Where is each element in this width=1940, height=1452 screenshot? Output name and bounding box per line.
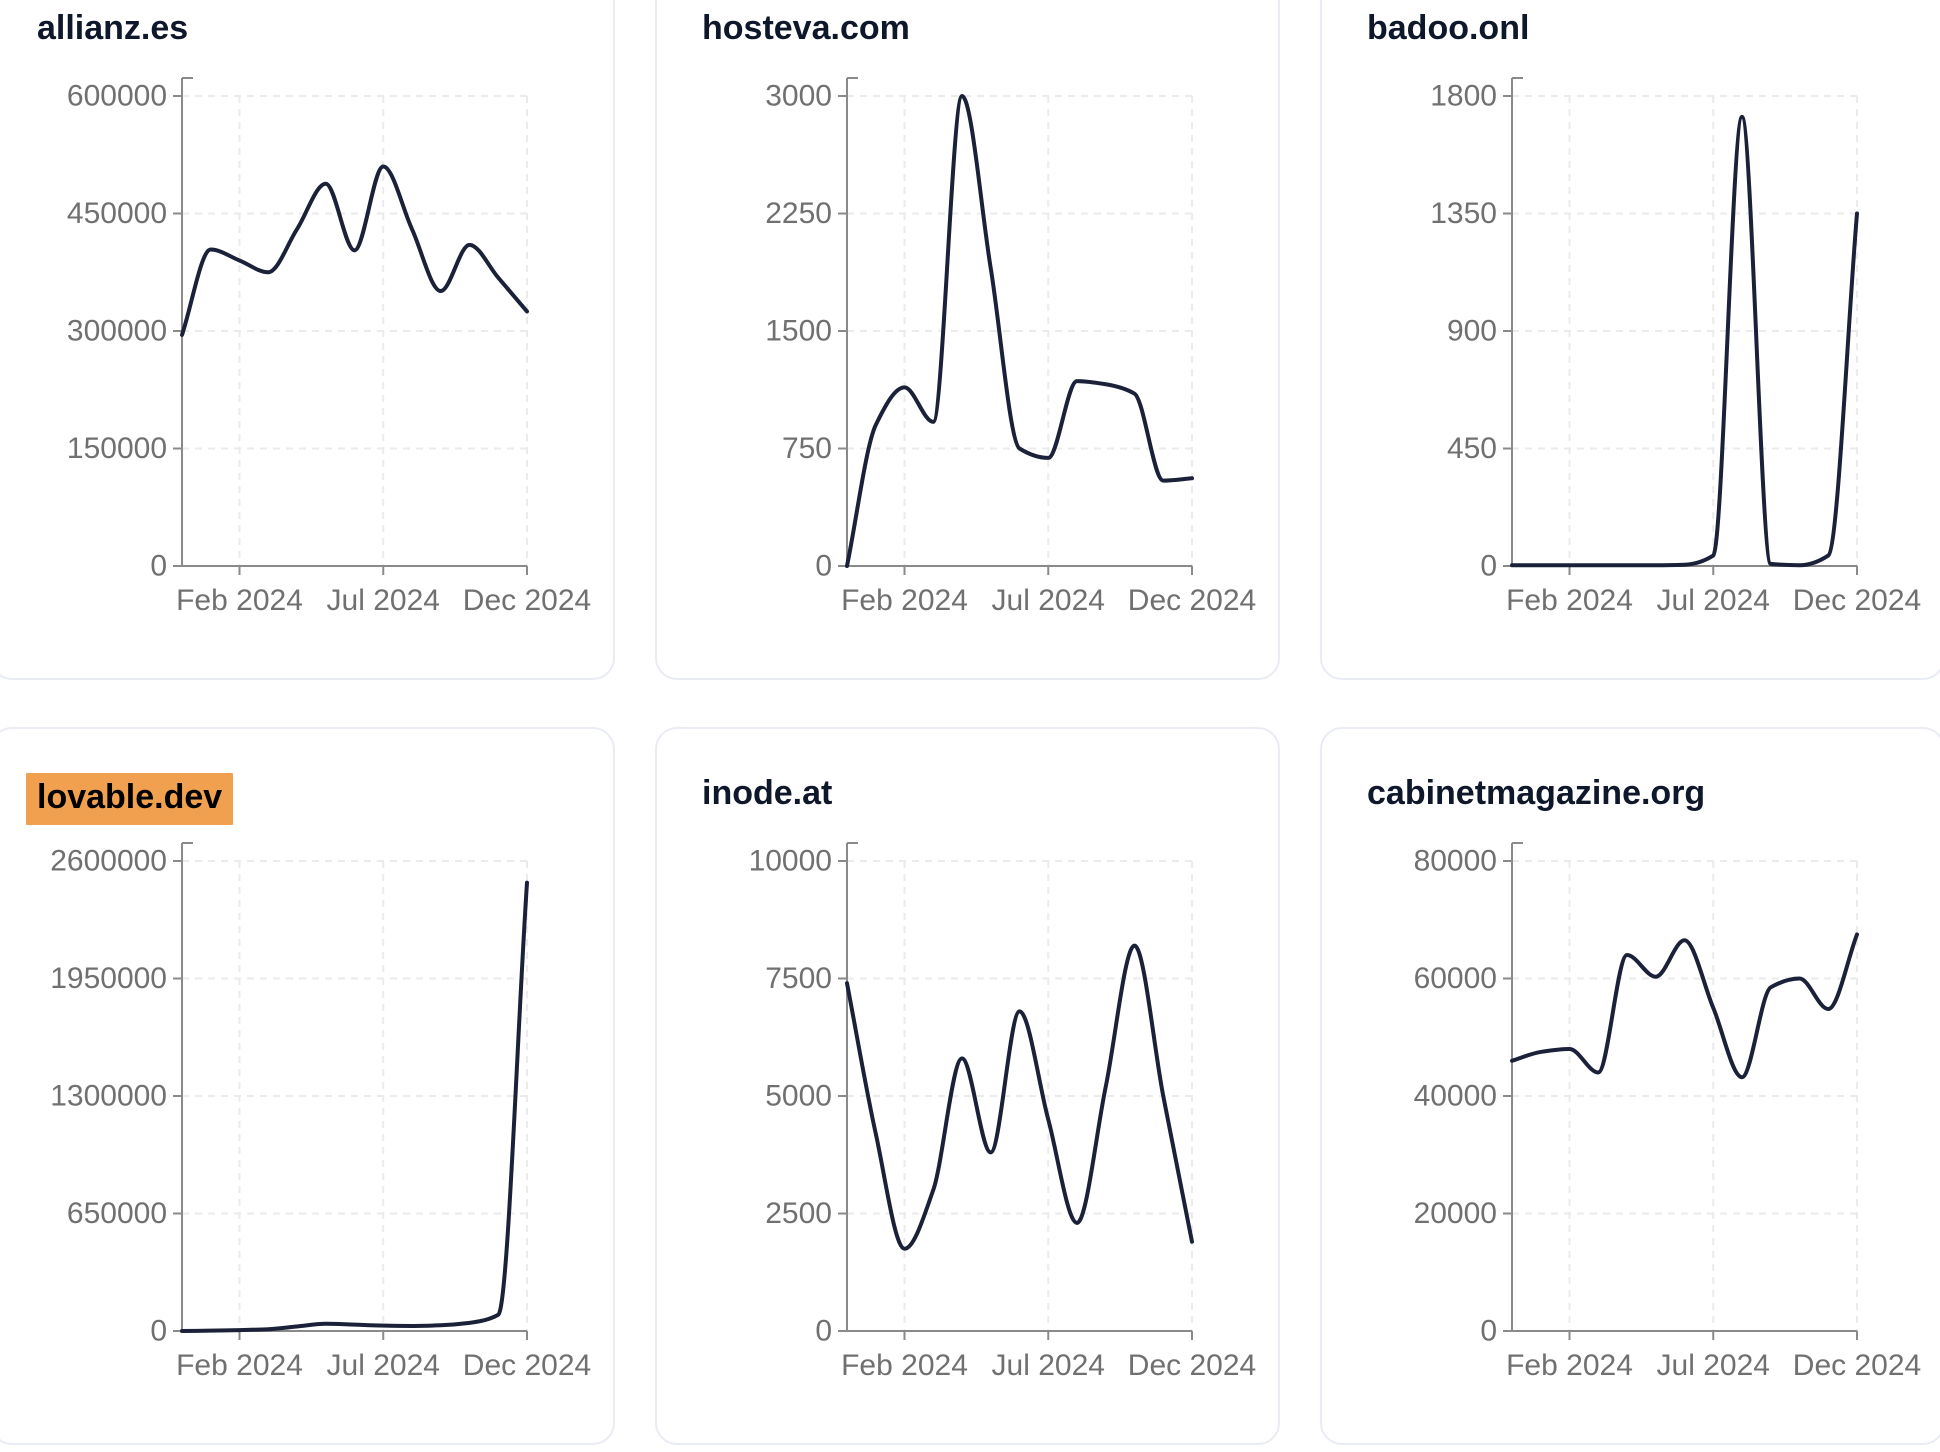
y-tick-label: 7500 xyxy=(765,962,832,995)
x-tick-label: Jul 2024 xyxy=(1657,584,1770,617)
y-tick-label: 0 xyxy=(815,550,832,583)
y-tick-label: 1800 xyxy=(1430,80,1497,113)
chart-card-lovable-dev[interactable]: lovable.dev 0 650000 1300000 1950000 2600000… xyxy=(0,727,615,1445)
x-tick-label: Dec 2024 xyxy=(1793,584,1921,617)
traffic-line xyxy=(845,943,1194,1251)
y-tick-label: 2250 xyxy=(765,197,832,230)
y-tick-label: 600000 xyxy=(67,80,167,113)
y-tick-label: 1350 xyxy=(1430,197,1497,230)
line-chart-canvas: 0 20000 40000 60000 80000 Feb 2024 Jul 2024 Dec… xyxy=(1414,842,1921,1382)
chart-card-inode-at[interactable]: inode.at 0 2500 5000 7500 10000 Feb 2024 Jul 2… xyxy=(655,727,1280,1445)
traffic-line xyxy=(845,94,1194,568)
y-tick-label: 2600000 xyxy=(50,845,167,878)
x-tick-label: Feb 2024 xyxy=(176,584,303,617)
y-tick-label: 40000 xyxy=(1414,1080,1497,1113)
chart-title[interactable]: hosteva.com xyxy=(702,9,910,47)
y-tick-label: 3000 xyxy=(765,80,832,113)
y-tick-label: 2500 xyxy=(765,1197,832,1230)
x-tick-label: Jul 2024 xyxy=(1657,1349,1770,1382)
y-tick-label: 10000 xyxy=(749,845,832,878)
line-chart-canvas: 0 150000 300000 450000 600000 Feb 2024 Jul 202… xyxy=(67,77,591,617)
x-tick-label: Feb 2024 xyxy=(1506,1349,1633,1382)
y-tick-label: 150000 xyxy=(67,432,167,465)
y-tick-label: 1300000 xyxy=(50,1080,167,1113)
y-tick-label: 650000 xyxy=(67,1197,167,1230)
line-chart-canvas: 0 750 1500 2250 3000 Feb 2024 Jul 2024 Dec 2024 xyxy=(765,77,1256,617)
y-tick-label: 1500 xyxy=(765,315,832,348)
chart-card-hosteva-com[interactable]: hosteva.com 0 750 1500 2250 3000 Feb 2024 Jul … xyxy=(655,0,1280,680)
y-tick-label: 300000 xyxy=(67,315,167,348)
chart-title[interactable]: cabinetmagazine.org xyxy=(1367,774,1706,812)
chart-card-allianz-es[interactable]: allianz.es 0 150000 300000 450000 600000 Feb … xyxy=(0,0,615,680)
line-chart-canvas: 0 2500 5000 7500 10000 Feb 2024 Jul 2024 Dec 20… xyxy=(749,842,1256,1382)
y-tick-label: 80000 xyxy=(1414,845,1497,878)
y-tick-label: 900 xyxy=(1447,315,1497,348)
y-tick-label: 1950000 xyxy=(50,962,167,995)
y-tick-label: 0 xyxy=(815,1315,832,1348)
x-tick-label: Feb 2024 xyxy=(841,584,968,617)
x-tick-label: Jul 2024 xyxy=(327,584,440,617)
line-chart-canvas: 0 650000 1300000 1950000 2600000 Feb 2024 Jul … xyxy=(50,842,591,1382)
chart-title[interactable]: badoo.onl xyxy=(1367,9,1530,47)
y-tick-label: 0 xyxy=(1480,550,1497,583)
x-tick-label: Dec 2024 xyxy=(1128,584,1256,617)
x-tick-label: Dec 2024 xyxy=(463,584,591,617)
y-tick-label: 5000 xyxy=(765,1080,832,1113)
traffic-line xyxy=(1510,114,1859,568)
chart-title[interactable]: allianz.es xyxy=(37,9,189,47)
x-tick-label: Dec 2024 xyxy=(1793,1349,1921,1382)
x-tick-label: Feb 2024 xyxy=(176,1349,303,1382)
traffic-line xyxy=(1510,932,1859,1080)
y-tick-label: 0 xyxy=(150,550,167,583)
chart-card-cabinetmagazine-org[interactable]: cabinetmagazine.org 0 20000 40000 60000 8000… xyxy=(1320,727,1940,1445)
x-tick-label: Jul 2024 xyxy=(992,1349,1105,1382)
y-tick-label: 450000 xyxy=(67,197,167,230)
y-tick-label: 20000 xyxy=(1414,1197,1497,1230)
x-tick-label: Jul 2024 xyxy=(992,584,1105,617)
chart-title[interactable]: lovable.dev xyxy=(26,773,234,825)
line-chart-canvas: 0 450 900 1350 1800 Feb 2024 Jul 2024 Dec 2024 xyxy=(1430,77,1921,617)
y-tick-label: 750 xyxy=(782,432,832,465)
x-tick-label: Dec 2024 xyxy=(1128,1349,1256,1382)
x-tick-label: Dec 2024 xyxy=(463,1349,591,1382)
chart-title[interactable]: inode.at xyxy=(702,774,833,812)
y-tick-label: 60000 xyxy=(1414,962,1497,995)
y-tick-label: 0 xyxy=(150,1315,167,1348)
chart-card-badoo-onl[interactable]: badoo.onl 0 450 900 1350 1800 Feb 2024 Jul 202… xyxy=(1320,0,1940,680)
x-tick-label: Feb 2024 xyxy=(1506,584,1633,617)
traffic-line xyxy=(180,164,529,337)
x-tick-label: Jul 2024 xyxy=(327,1349,440,1382)
traffic-line xyxy=(180,880,529,1333)
x-tick-label: Feb 2024 xyxy=(841,1349,968,1382)
y-tick-label: 0 xyxy=(1480,1315,1497,1348)
y-tick-label: 450 xyxy=(1447,432,1497,465)
